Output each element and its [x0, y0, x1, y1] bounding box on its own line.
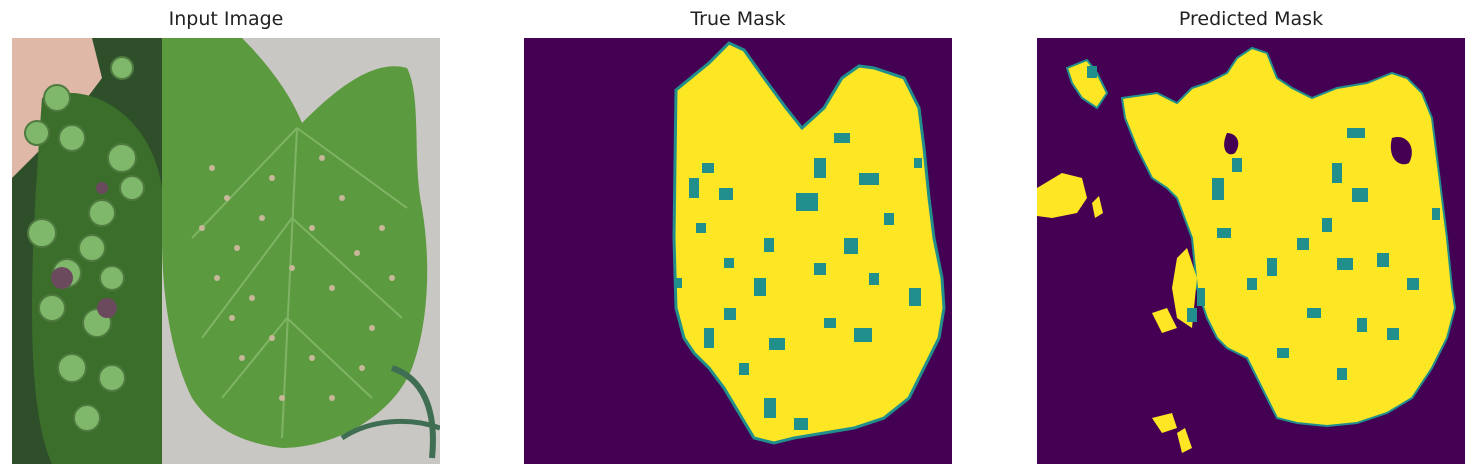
- predicted-mask-title: Predicted Mask: [1178, 8, 1324, 30]
- input-image-title: Input Image: [168, 8, 284, 30]
- true-mask-title: True Mask: [690, 8, 786, 30]
- true-mask: [524, 38, 952, 464]
- predicted-mask: [1037, 38, 1465, 464]
- input-image: [12, 38, 440, 464]
- true-mask-panel: [524, 38, 952, 464]
- predicted-mask-panel: [1037, 38, 1465, 464]
- input-image-panel: [12, 38, 440, 464]
